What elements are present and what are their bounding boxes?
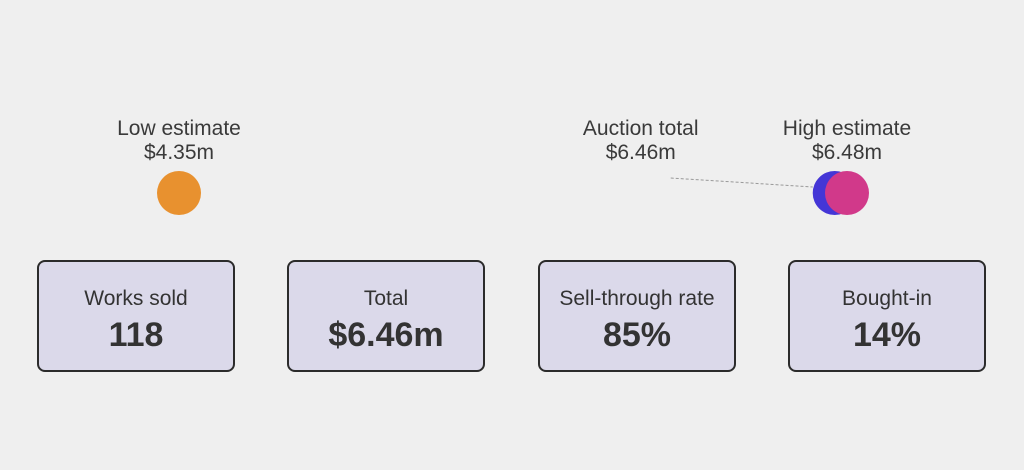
total-label: Total [363, 287, 409, 310]
high-estimate-caption: High estimate [782, 117, 912, 140]
low-estimate-dot [157, 171, 201, 215]
auction-total-caption: Auction total [582, 117, 699, 140]
bought-in-label: Bought-in [842, 287, 932, 310]
sell-through-rate-value: 85% [602, 316, 672, 354]
total-value: $6.46m [328, 316, 444, 354]
total-card: Total $6.46m [287, 260, 485, 372]
auction-total-leader-line [670, 177, 813, 188]
auction-total-label: Auction total $6.46m [583, 117, 699, 165]
works-sold-value: 118 [108, 316, 164, 354]
bought-in-value: 14% [852, 316, 922, 354]
low-estimate-caption: Low estimate [117, 117, 241, 140]
bought-in-card: Bought-in 14% [788, 260, 986, 372]
low-estimate-value: $4.35m [143, 141, 215, 164]
high-estimate-value: $6.48m [811, 141, 883, 164]
works-sold-label: Works sold [84, 287, 188, 310]
estimate-range-chart [157, 171, 869, 215]
sell-through-rate-card: Sell-through rate 85% [538, 260, 736, 372]
high-estimate-dot [825, 171, 869, 215]
high-estimate-label: High estimate $6.48m [783, 117, 911, 165]
sell-through-rate-label: Sell-through rate [559, 287, 715, 310]
auction-total-value: $6.46m [605, 141, 676, 164]
works-sold-card: Works sold 118 [37, 260, 235, 372]
low-estimate-label: Low estimate $4.35m [117, 117, 241, 165]
